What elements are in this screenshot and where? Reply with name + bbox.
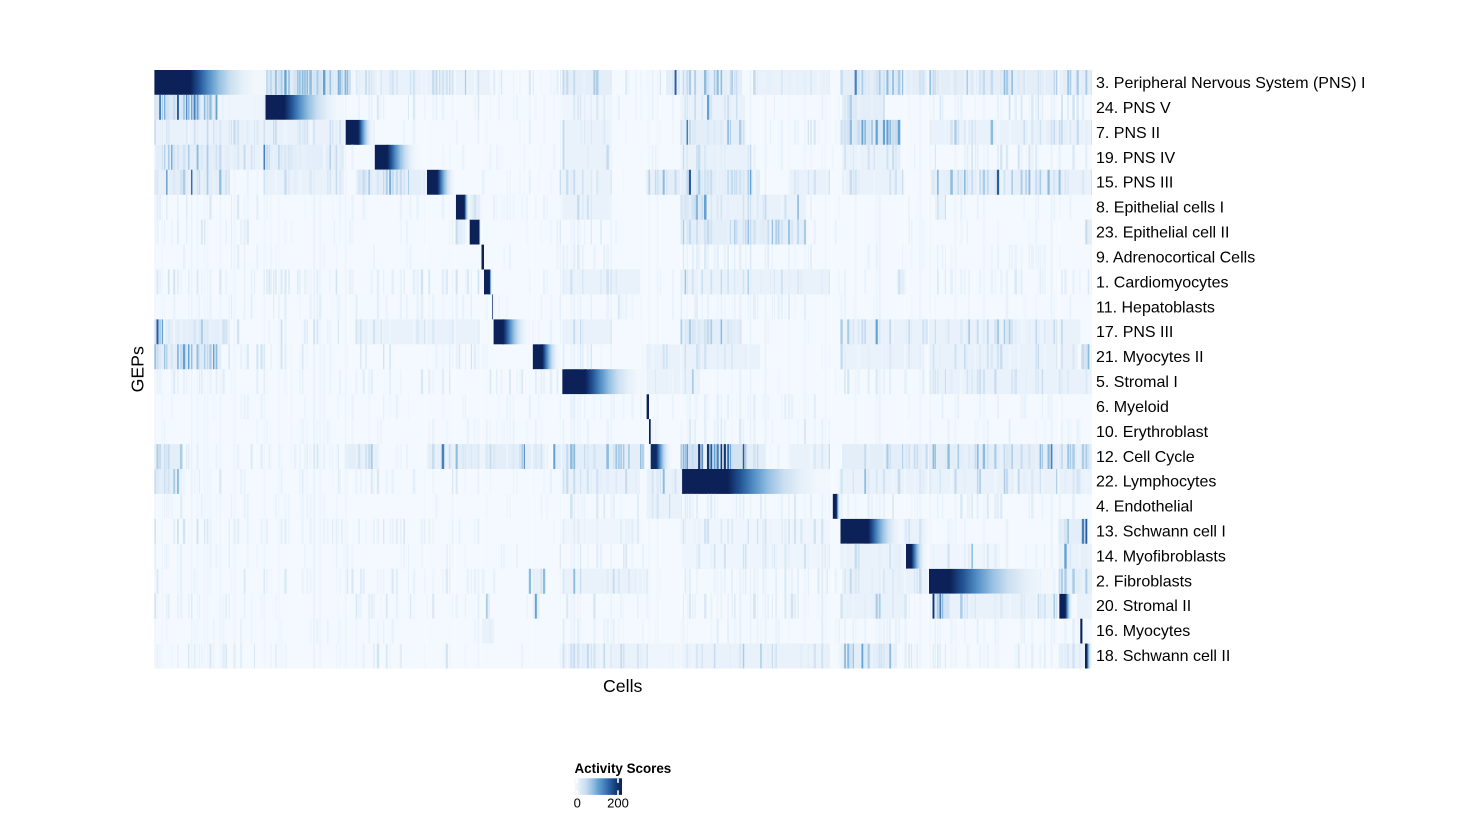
svg-text:7. PNS II: 7. PNS II — [1096, 125, 1160, 142]
svg-text:Activity Scores: Activity Scores — [575, 761, 672, 776]
svg-text:18. Schwann cell II: 18. Schwann cell II — [1096, 648, 1230, 665]
svg-text:13. Schwann cell I: 13. Schwann cell I — [1096, 524, 1226, 541]
svg-text:8. Epithelial cells I: 8. Epithelial cells I — [1096, 200, 1224, 217]
svg-text:6. Myeloid: 6. Myeloid — [1096, 399, 1169, 416]
svg-text:9. Adrenocortical Cells: 9. Adrenocortical Cells — [1096, 250, 1255, 267]
svg-text:10. Erythroblast: 10. Erythroblast — [1096, 424, 1209, 441]
svg-text:2. Fibroblasts: 2. Fibroblasts — [1096, 573, 1192, 590]
svg-text:16. Myocytes: 16. Myocytes — [1096, 623, 1190, 640]
svg-text:19. PNS IV: 19. PNS IV — [1096, 150, 1175, 167]
svg-text:24. PNS V: 24. PNS V — [1096, 100, 1171, 117]
svg-text:20. Stromal II: 20. Stromal II — [1096, 598, 1191, 615]
svg-text:3. Peripheral Nervous System (: 3. Peripheral Nervous System (PNS) I — [1096, 75, 1365, 92]
svg-text:GEPs: GEPs — [128, 346, 148, 392]
svg-text:Cells: Cells — [603, 676, 642, 696]
svg-text:21. Myocytes II: 21. Myocytes II — [1096, 349, 1204, 366]
svg-text:4. Endothelial: 4. Endothelial — [1096, 499, 1193, 516]
svg-text:12. Cell Cycle: 12. Cell Cycle — [1096, 449, 1195, 466]
svg-text:17. PNS III: 17. PNS III — [1096, 324, 1173, 341]
svg-text:5. Stromal I: 5. Stromal I — [1096, 374, 1178, 391]
svg-text:23. Epithelial cell II: 23. Epithelial cell II — [1096, 225, 1229, 242]
svg-text:11. Hepatoblasts: 11. Hepatoblasts — [1096, 299, 1215, 316]
svg-text:15. PNS III: 15. PNS III — [1096, 175, 1173, 192]
svg-text:0: 0 — [574, 796, 581, 811]
svg-text:22. Lymphocytes: 22. Lymphocytes — [1096, 474, 1216, 491]
svg-text:1. Cardiomyocytes: 1. Cardiomyocytes — [1096, 274, 1229, 291]
svg-text:14. Myofibroblasts: 14. Myofibroblasts — [1096, 548, 1226, 565]
svg-text:200: 200 — [607, 796, 629, 811]
